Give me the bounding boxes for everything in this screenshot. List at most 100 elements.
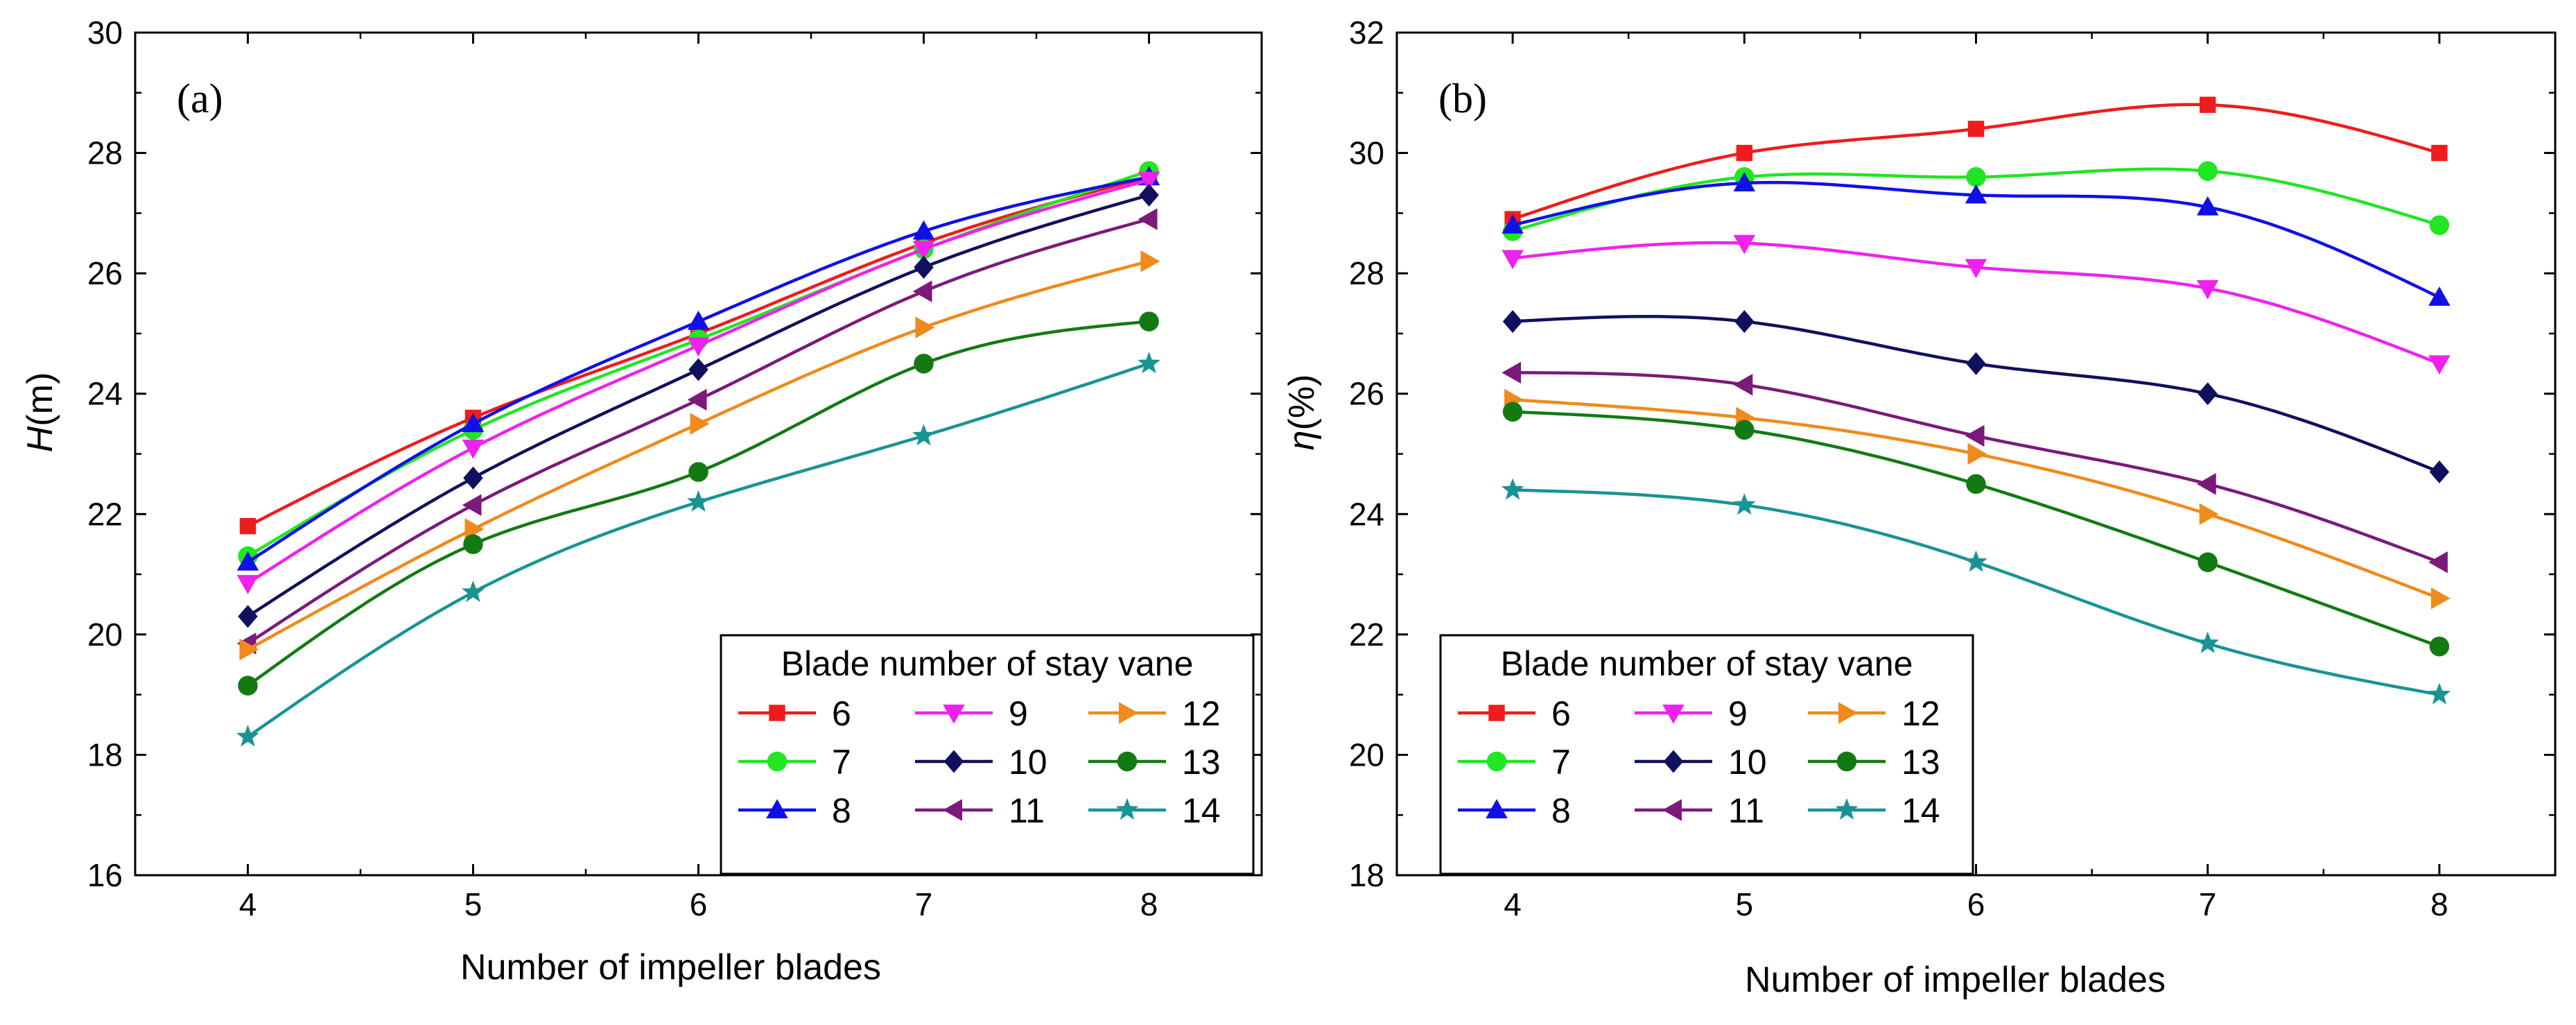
data-point <box>1733 234 1756 255</box>
data-point <box>1967 121 1985 137</box>
data-point <box>1966 474 1986 494</box>
legend-entry-9: 9 <box>1635 694 1748 733</box>
data-point <box>2199 503 2219 526</box>
legend-label: 12 <box>1182 694 1221 733</box>
legend-marker <box>766 799 788 818</box>
legend-box <box>1439 634 1974 875</box>
data-point <box>1502 402 1523 422</box>
legend-title: Blade number of stay vane <box>781 644 1194 683</box>
y-tick-label: 30 <box>87 15 123 51</box>
series-13 <box>1502 402 2450 657</box>
data-point <box>2198 161 2218 181</box>
data-point <box>2200 96 2216 113</box>
data-point <box>1502 214 1524 234</box>
data-point <box>462 580 485 603</box>
panel-label: (b) <box>1438 76 1487 121</box>
series-6 <box>1504 96 2448 227</box>
data-point <box>1965 424 1985 447</box>
legend-label: 10 <box>1009 743 1047 782</box>
legend-marker <box>767 751 787 772</box>
legend-label: 10 <box>1728 743 1767 782</box>
y-axis-label: η(%) <box>1282 374 1322 451</box>
legend-marker <box>1486 799 1508 818</box>
legend-marker <box>1117 751 1138 772</box>
data-point <box>688 358 708 381</box>
panel-label: (a) <box>177 76 223 121</box>
data-point <box>1139 183 1159 207</box>
legend-marker <box>1838 702 1858 724</box>
data-point <box>239 638 259 661</box>
legend-label: 7 <box>832 743 851 782</box>
data-point <box>912 424 935 446</box>
data-point <box>1138 171 1160 191</box>
data-point <box>2196 473 2216 495</box>
data-point <box>1733 373 1753 396</box>
y-tick-label: 24 <box>87 376 123 412</box>
legend-entry-8: 8 <box>1458 791 1571 830</box>
data-point <box>1966 167 1986 187</box>
legend-label: 13 <box>1182 743 1221 782</box>
x-tick-label: 4 <box>1504 886 1522 922</box>
data-point <box>464 518 485 540</box>
legend-title: Blade number of stay vane <box>1501 644 1913 683</box>
legend-entry-10: 10 <box>1635 743 1767 782</box>
chart-panel-b: 4 5 6 7 8 18 20 22 24 26 28 30 32 Number of impeller … <box>1282 15 2557 1000</box>
data-point <box>1502 250 1524 270</box>
data-point <box>2431 144 2448 162</box>
x-axis-label: Number of impeller blades <box>1745 960 2166 1000</box>
legend-entry-13: 13 <box>1808 743 1940 782</box>
legend-label: 11 <box>1009 791 1045 830</box>
data-point <box>687 490 710 512</box>
x-tick-label: 7 <box>2199 886 2217 922</box>
data-point <box>1733 172 1756 191</box>
y-tick-label: 18 <box>1349 857 1384 893</box>
x-tick-label: 8 <box>2430 886 2448 922</box>
series-10 <box>238 183 1159 628</box>
data-point <box>1502 361 1522 384</box>
legend: Blade number of stay vane 6 7 8 9 10 11 12 13 14 <box>720 634 1255 875</box>
data-point <box>915 316 935 338</box>
y-tick-label: 16 <box>87 857 123 893</box>
legend-label: 9 <box>1009 694 1028 733</box>
series-line <box>247 217 1150 645</box>
data-point <box>2429 636 2450 657</box>
legend-entry-12: 12 <box>1808 694 1940 733</box>
series-13 <box>238 311 1159 696</box>
y-tick-label: 26 <box>1349 376 1384 412</box>
legend-marker <box>1663 750 1684 773</box>
series-line <box>247 178 1150 585</box>
legend-marker <box>1662 705 1685 724</box>
legend-label: 7 <box>1551 743 1571 782</box>
legend-marker <box>943 799 962 821</box>
data-point <box>912 280 932 302</box>
data-point <box>463 466 483 490</box>
data-point <box>912 241 935 261</box>
x-tick-label: 5 <box>1736 886 1754 922</box>
legend-entry-7: 7 <box>1458 743 1571 782</box>
x-tick-label: 5 <box>464 886 482 922</box>
data-point <box>2429 215 2450 235</box>
data-point <box>688 462 708 482</box>
data-point <box>462 494 482 517</box>
legend-marker <box>1836 751 1857 772</box>
data-point <box>2196 631 2220 653</box>
y-tick-label: 24 <box>1349 496 1384 532</box>
y-tick-label: 20 <box>1349 737 1384 773</box>
legend-entry-6: 6 <box>1458 694 1571 733</box>
y-tick-label: 22 <box>87 496 123 532</box>
chart-panel-a: 4 5 6 7 8 16 18 20 22 24 26 28 30 Number of impeller … <box>20 15 1263 988</box>
legend-marker <box>943 750 964 773</box>
legend-label: 12 <box>1901 694 1940 733</box>
legend-entry-9: 9 <box>915 694 1028 733</box>
y-tick-label: 32 <box>1349 15 1384 51</box>
legend-entry-14: 14 <box>1808 791 1940 830</box>
data-point <box>2428 682 2451 705</box>
data-point <box>2198 382 2218 406</box>
legend-label: 13 <box>1901 743 1940 782</box>
y-axis-symbol: η <box>1282 431 1322 451</box>
y-tick-label: 28 <box>87 135 123 171</box>
data-point <box>690 413 710 435</box>
data-point <box>2198 552 2218 572</box>
legend: Blade number of stay vane 6 7 8 9 10 11 12 13 14 <box>1439 634 1974 875</box>
data-point <box>1736 144 1752 162</box>
